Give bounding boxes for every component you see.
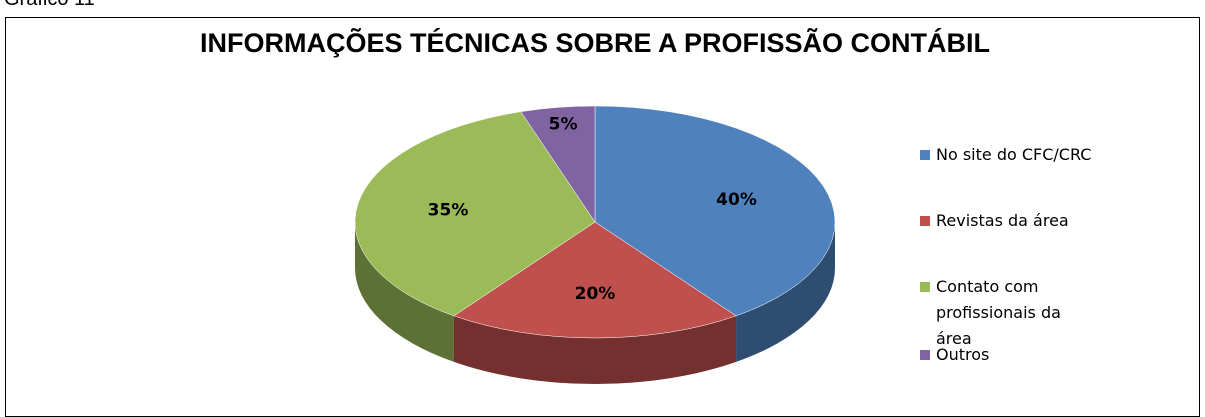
chart-title: INFORMAÇÕES TÉCNICAS SOBRE A PROFISSÃO C… — [200, 27, 990, 58]
legend-swatch — [920, 350, 930, 360]
legend-swatch — [920, 216, 930, 226]
slice-side — [355, 222, 454, 362]
slice — [520, 105, 596, 223]
data-label: 35% — [428, 201, 469, 221]
legend-label: No site do CFC/CRC — [936, 145, 1092, 164]
caption: Gráfico 11 — [4, 0, 95, 11]
legend-label: Revistas da área — [936, 211, 1069, 230]
legend-item: Revistas da área — [920, 208, 1100, 234]
slice — [594, 105, 836, 317]
legend-label: Contato com profissionais da área — [936, 277, 1061, 348]
legend-label: Outros — [936, 345, 990, 364]
legend-swatch — [920, 150, 930, 160]
legend-swatch — [920, 282, 930, 292]
legend-item: No site do CFC/CRC — [920, 142, 1100, 168]
slice — [453, 221, 737, 339]
data-label: 20% — [575, 284, 616, 304]
slice-side — [736, 222, 835, 362]
data-label: 40% — [716, 190, 757, 210]
legend-item: Outros — [920, 342, 1100, 368]
slice — [354, 111, 596, 317]
data-label: 5% — [549, 115, 578, 135]
legend-item: Contato com profissionais da área — [920, 274, 1100, 352]
